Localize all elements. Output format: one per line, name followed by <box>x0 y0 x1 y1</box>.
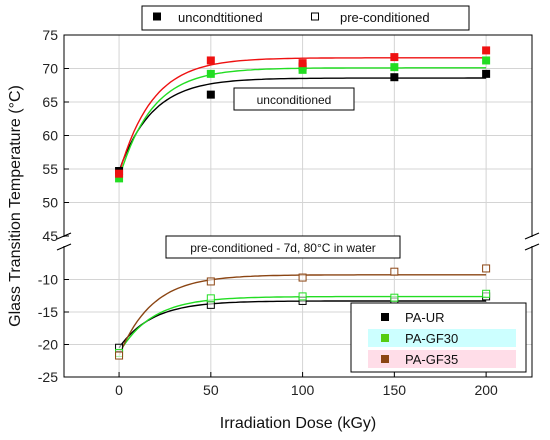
legend-bg-pa-ur <box>368 308 516 326</box>
x-tick-label-150: 150 <box>383 382 407 398</box>
x-tick-label-100: 100 <box>291 382 315 398</box>
legend-swatch-pa-ur <box>381 313 389 321</box>
annotation-unconditioned-box <box>233 87 355 111</box>
point-unconditioned-pa-gf30-50 <box>206 69 215 78</box>
axis-break <box>56 232 540 251</box>
point-pre-conditioned-pa-ur-50 <box>206 300 215 309</box>
x-axis-title: Irradiation Dose (kGy) <box>220 415 377 432</box>
y-tick-label--15: -15 <box>38 304 58 320</box>
y-tick-label-45: 45 <box>42 228 58 244</box>
point-pre-conditioned-pa-gf35-50 <box>206 277 215 286</box>
annotation-pre-conditioned-text: pre-conditioned - 7d, 80°C in water <box>190 241 376 255</box>
axis-break-mark-bottom-left <box>56 243 72 251</box>
y-tick-label-60: 60 <box>42 128 58 144</box>
legend-label-unconditioned: uncondtitioned <box>178 10 263 25</box>
y-tick-label--20: -20 <box>38 337 58 353</box>
point-unconditioned-pa-gf30-200 <box>482 56 491 65</box>
annotation-unconditioned-text: unconditioned <box>257 93 332 107</box>
axis-break-mark-bottom-right <box>524 243 540 251</box>
legend-swatch-pa-gf30 <box>381 334 389 342</box>
legend-marker-unconditioned <box>153 12 161 21</box>
fit-curve-unconditioned-pa-ur <box>118 77 487 172</box>
point-unconditioned-pa-gf30-100 <box>298 65 307 74</box>
legend-bg-pa-gf30 <box>368 329 516 347</box>
point-pre-conditioned-pa-gf30-200 <box>482 289 491 298</box>
y-tick-label-55: 55 <box>42 161 58 177</box>
point-unconditioned-pa-ur-200 <box>482 69 491 78</box>
y-tick-label-65: 65 <box>42 94 58 110</box>
x-tick-label-50: 50 <box>203 382 219 398</box>
annotation-unconditioned: unconditioned <box>233 87 355 111</box>
point-unconditioned-pa-gf35-150 <box>390 53 399 62</box>
axis-break-gap-left <box>56 237 72 246</box>
legend-label-pa-ur: PA-UR <box>405 310 444 325</box>
point-unconditioned-pa-gf30-150 <box>390 63 399 72</box>
y-tick-label-75: 75 <box>42 27 58 43</box>
point-pre-conditioned-pa-gf35-100 <box>298 273 307 282</box>
y-tick-label--10: -10 <box>38 272 58 288</box>
legend-label-pre-conditioned: pre-conditioned <box>340 10 430 25</box>
x-tick-label-0: 0 <box>115 382 123 398</box>
fit-curve-unconditioned-pa-gf35 <box>118 57 487 174</box>
condition-legend-box <box>141 5 470 31</box>
y-tick-label-50: 50 <box>42 195 58 211</box>
condition-legend: uncondtitioned pre-conditioned <box>141 5 470 31</box>
data-markers <box>115 46 491 360</box>
point-pre-conditioned-pa-gf30-150 <box>390 293 399 302</box>
x-tick-label-200: 200 <box>474 382 498 398</box>
point-pre-conditioned-pa-gf35-150 <box>390 267 399 276</box>
point-pre-conditioned-pa-gf30-50 <box>206 294 215 303</box>
point-unconditioned-pa-ur-50 <box>206 90 215 99</box>
legend-marker-pre-conditioned <box>311 12 319 21</box>
axis-ticks: 0 50 100 150 200 45 50 55 60 65 70 75 -25 -20 -15 -10 <box>38 27 498 398</box>
point-unconditioned-pa-gf35-0 <box>115 169 124 178</box>
annotation-pre-conditioned: pre-conditioned - 7d, 80°C in water <box>165 235 401 259</box>
y-tick-label-70: 70 <box>42 61 58 77</box>
point-pre-conditioned-pa-gf35-0 <box>115 351 124 360</box>
axis-break-mark-top-right <box>524 232 540 240</box>
point-pre-conditioned-pa-gf30-100 <box>298 292 307 301</box>
point-unconditioned-pa-ur-150 <box>390 73 399 82</box>
legend-bg-pa-gf35 <box>368 350 516 368</box>
axis-break-gap-right <box>524 237 540 246</box>
legend-label-pa-gf30: PA-GF30 <box>405 331 458 346</box>
series-legend: PA-UR PA-GF30 PA-GF35 <box>350 302 527 373</box>
point-unconditioned-pa-gf35-50 <box>206 56 215 65</box>
point-unconditioned-pa-gf35-100 <box>298 59 307 68</box>
legend-label-pa-gf35: PA-GF35 <box>405 352 458 367</box>
y-tick-label--25: -25 <box>38 369 58 385</box>
y-axis-title: Glass Transition Temperature (°C) <box>7 85 24 327</box>
legend-swatch-pa-gf35 <box>381 355 389 363</box>
point-pre-conditioned-pa-gf35-200 <box>482 264 491 273</box>
annotation-pre-conditioned-box <box>165 235 401 259</box>
plot-frame <box>63 34 533 378</box>
point-unconditioned-pa-gf35-200 <box>482 46 491 55</box>
point-unconditioned-pa-gf30-0 <box>115 174 124 183</box>
